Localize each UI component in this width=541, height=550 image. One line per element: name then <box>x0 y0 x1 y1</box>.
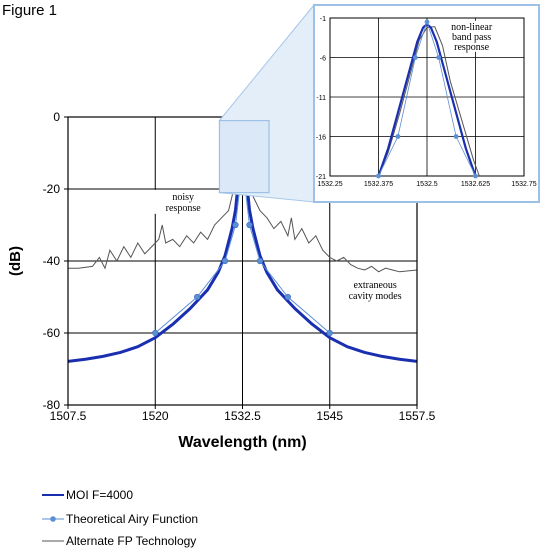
x-tick-label: 1507.5 <box>50 409 87 423</box>
y-tick-label: -40 <box>43 254 61 268</box>
inset-airy-marker <box>473 173 478 179</box>
airy-marker <box>284 293 291 301</box>
inset-y-tick-label: -21 <box>316 174 326 181</box>
inset-airy-marker <box>412 55 418 60</box>
inset-x-tick-label: 1532.625 <box>461 181 490 188</box>
legend-label: MOI F=4000 <box>66 488 133 502</box>
x-axis-title: Wavelength (nm) <box>178 434 306 451</box>
annotation-text: response <box>166 203 202 214</box>
inset-chart: 1532.25 1532.375 1532.5 1532.625 1532.75 -1 -6… <box>316 16 537 188</box>
y-axis-title: (dB) <box>7 246 24 276</box>
airy-marker <box>232 221 239 229</box>
inset-y-tick-label: -1 <box>320 16 326 23</box>
legend: MOI F=4000 Theoretical Airy Function Alter… <box>42 488 198 548</box>
airy-marker <box>326 329 333 337</box>
main-axes: 1507.5 1520 1532.5 1545 1557.5 0 -20 -40 -60 -80 W… <box>7 110 436 451</box>
inset-airy-marker <box>453 134 459 139</box>
airy-marker <box>194 293 201 301</box>
airy-marker <box>221 257 229 265</box>
inset-airy-marker <box>436 55 442 60</box>
x-tick-label: 1520 <box>142 409 169 423</box>
annotation-text: extraneous <box>353 280 396 291</box>
figure-label: Figure 1 <box>2 2 58 19</box>
x-tick-label: 1557.5 <box>399 409 436 423</box>
y-tick-label: -80 <box>43 398 61 412</box>
annotation-bg <box>343 278 408 302</box>
inset-airy-marker <box>424 19 430 25</box>
inset-x-tick-label: 1532.75 <box>511 181 536 188</box>
inset-y-tick-label: -11 <box>316 95 326 102</box>
inset-airy-marker <box>395 134 401 139</box>
inset-x-tick-label: 1532.25 <box>317 181 342 188</box>
y-tick-label: -60 <box>43 326 61 340</box>
inset-plot-frame <box>329 17 525 177</box>
airy-marker <box>152 329 159 337</box>
inset-annotation-bg <box>447 20 498 52</box>
annotation-text: noisy <box>172 192 194 203</box>
airy-marker <box>246 221 253 229</box>
annotation-text: cavity modes <box>349 291 402 302</box>
legend-label: Alternate FP Technology <box>66 534 196 548</box>
legend-label: Theoretical Airy Function <box>66 512 198 526</box>
inset-y-tick-label: -6 <box>320 56 326 63</box>
inset-annotation-text: band pass <box>452 32 491 43</box>
inset-y-tick-label: -16 <box>316 135 326 142</box>
legend-marker <box>50 516 56 522</box>
inset-x-tick-label: 1532.375 <box>364 181 393 188</box>
annotation-bg <box>151 189 216 214</box>
inset-x-tick-label: 1532.5 <box>416 181 438 188</box>
airy-marker <box>256 257 264 265</box>
x-tick-label: 1532.5 <box>224 409 261 423</box>
zoom-region <box>218 119 270 194</box>
inset-airy-marker <box>376 173 381 179</box>
y-tick-label: 0 <box>53 110 60 124</box>
y-tick-label: -20 <box>43 182 61 196</box>
x-tick-label: 1545 <box>316 409 343 423</box>
inset-annotation-text: non-linear <box>451 22 493 33</box>
inset-annotation-text: response <box>454 42 490 53</box>
inset-frame <box>313 4 540 203</box>
